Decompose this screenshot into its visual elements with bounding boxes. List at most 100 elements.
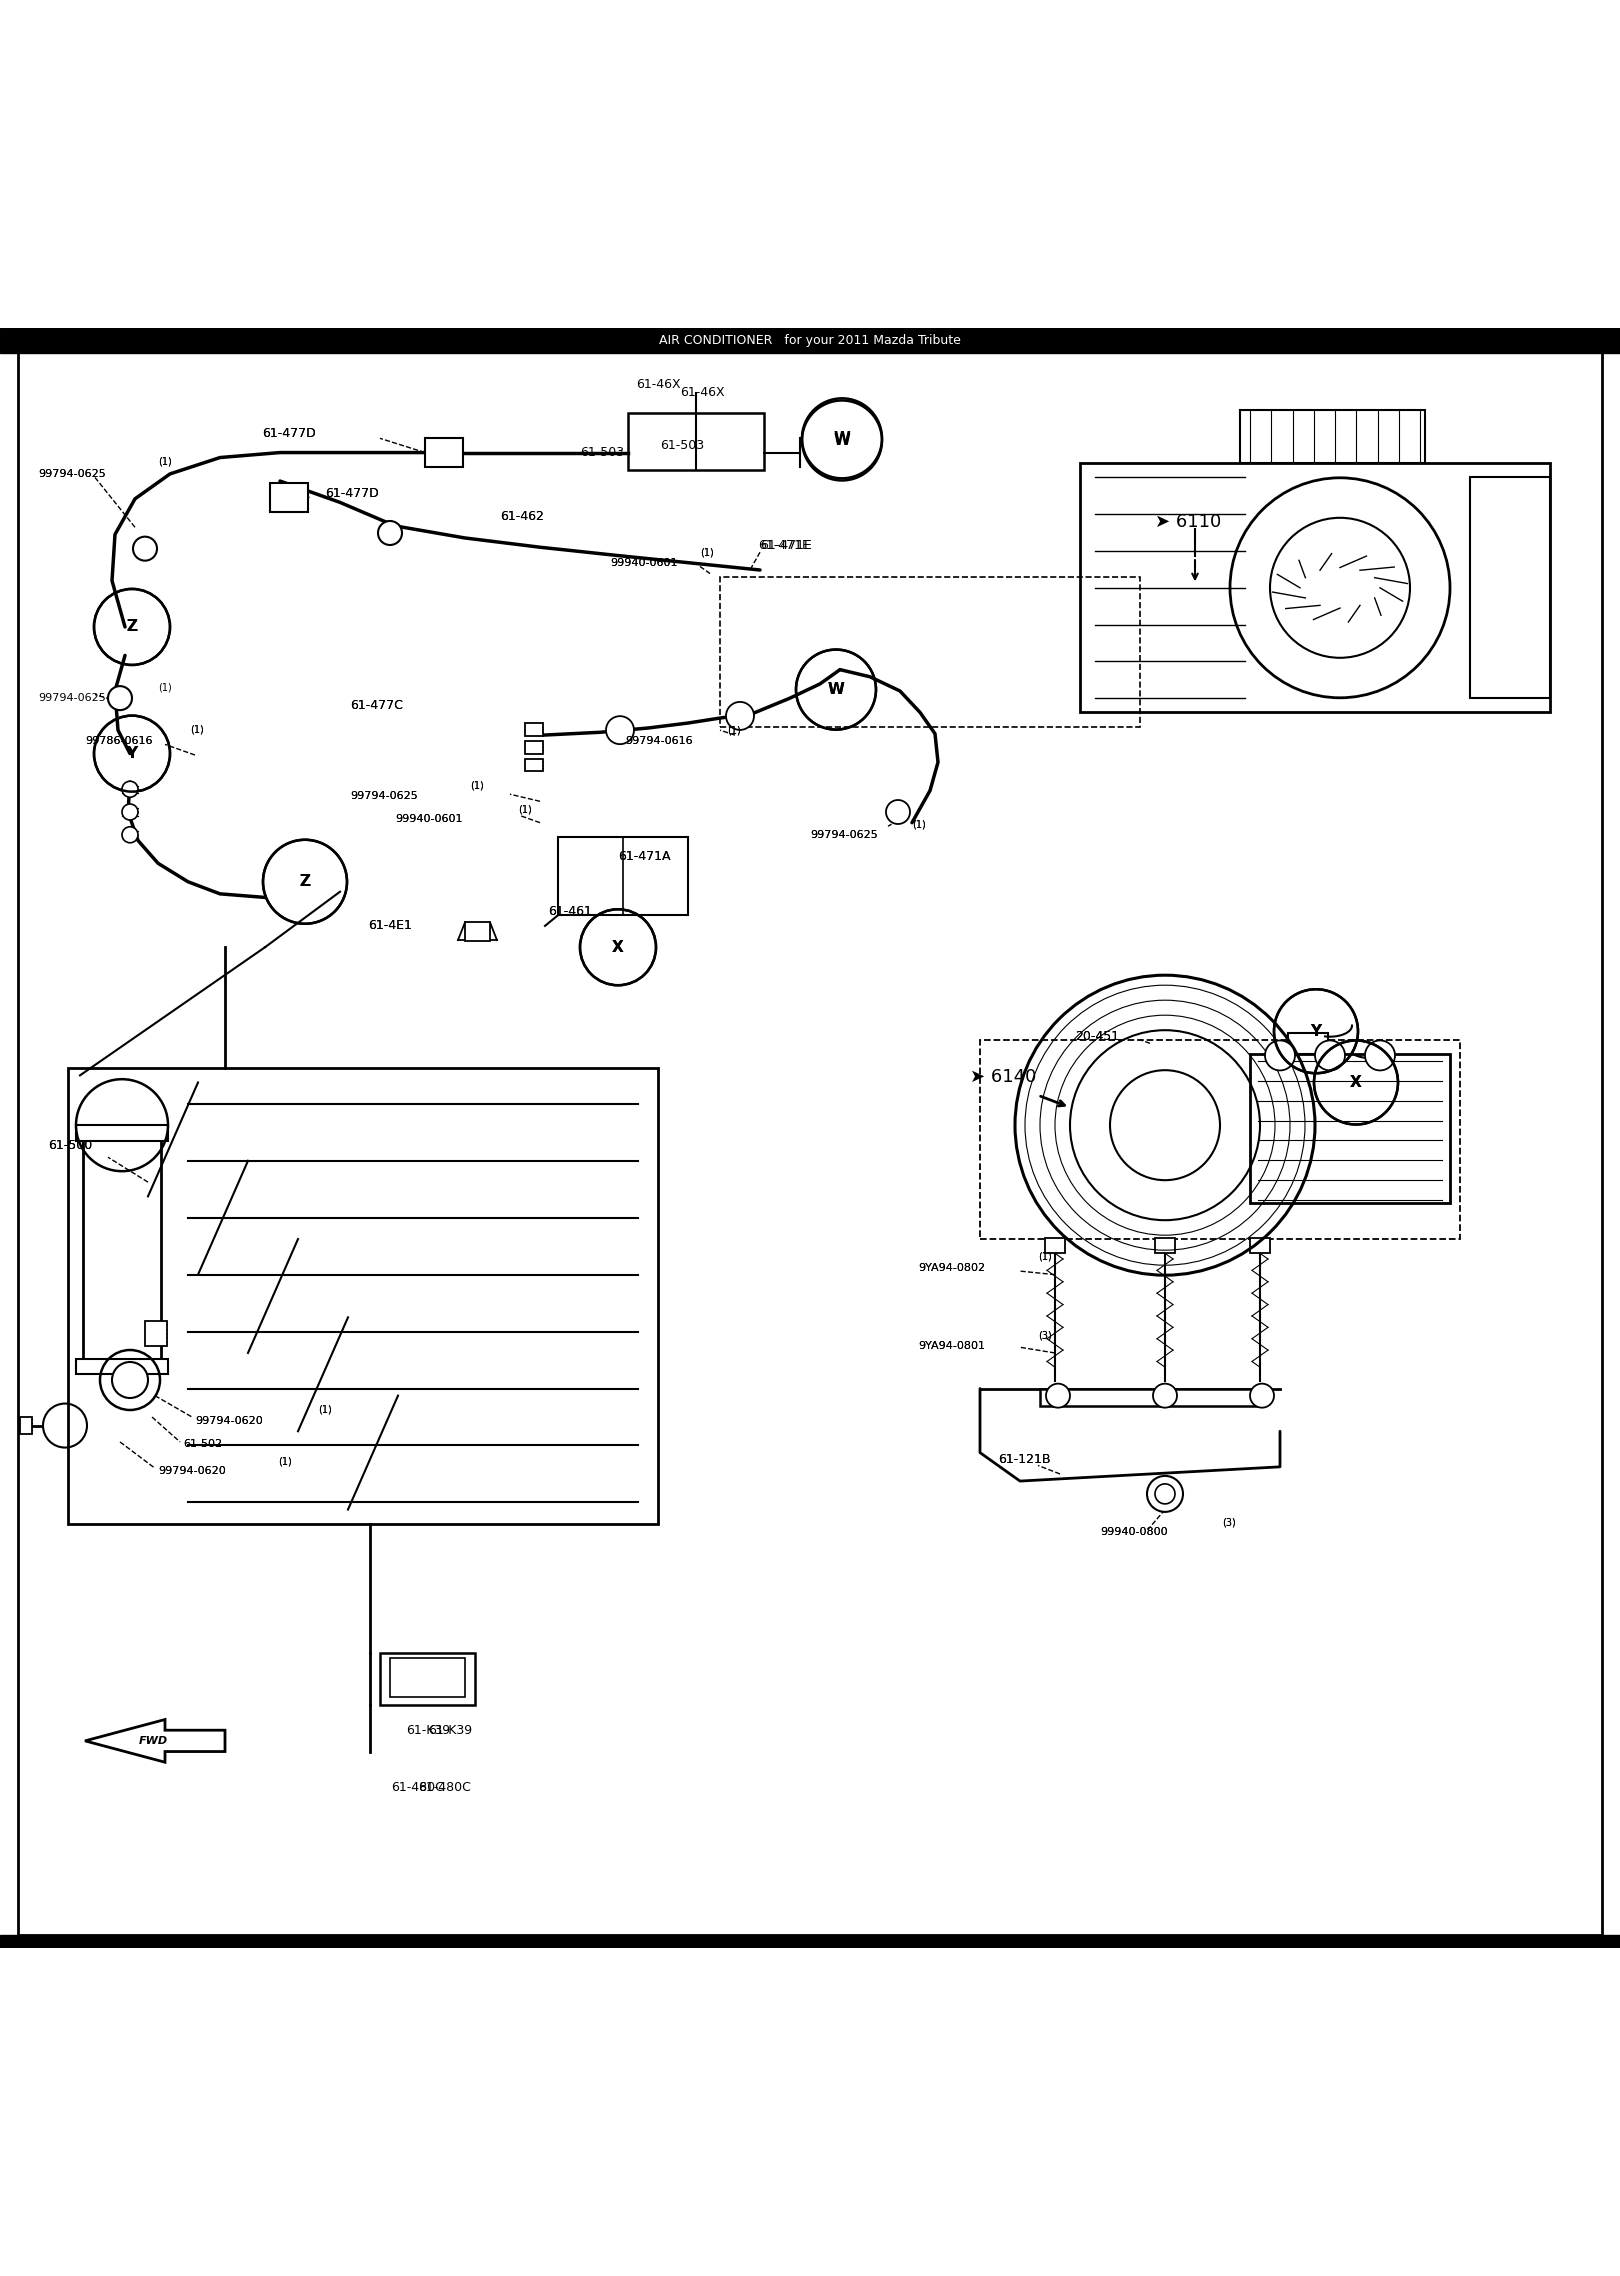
Text: (1): (1) [912,819,925,831]
Text: 99794-0620: 99794-0620 [159,1466,225,1477]
Circle shape [1147,1475,1183,1511]
Text: (1): (1) [159,683,172,692]
Text: 61-471E: 61-471E [758,539,810,551]
Circle shape [377,521,402,544]
Text: 61-500: 61-500 [49,1138,92,1152]
Text: (1): (1) [1038,1252,1051,1261]
Text: 99794-0625: 99794-0625 [37,694,105,703]
Text: (1): (1) [1038,1252,1051,1261]
Circle shape [1265,1040,1294,1070]
Circle shape [1110,1070,1220,1181]
Text: (1): (1) [318,1404,332,1416]
Text: 99794-0620: 99794-0620 [159,1466,225,1477]
Text: 99794-0625: 99794-0625 [810,831,878,840]
Text: 9YA94-0801: 9YA94-0801 [919,1341,985,1352]
Circle shape [122,803,138,819]
Bar [465,922,489,940]
Bar [19,1418,32,1434]
Text: (1): (1) [279,1457,292,1466]
Text: 61-480C: 61-480C [418,1780,471,1793]
Circle shape [112,1361,147,1397]
Text: 61-4E1: 61-4E1 [368,920,411,933]
Text: X: X [1349,1074,1362,1090]
Text: 99794-0620: 99794-0620 [194,1416,262,1425]
Circle shape [1153,1384,1178,1407]
Text: Z: Z [300,874,311,890]
Bar [424,439,463,467]
Circle shape [122,826,138,842]
Text: 99940-0800: 99940-0800 [1100,1527,1168,1536]
Text: 61-K39: 61-K39 [428,1723,471,1737]
Text: 61-477D: 61-477D [262,428,316,439]
Text: W: W [834,430,851,446]
Text: 61-502: 61-502 [183,1438,222,1450]
Text: 99794-0625: 99794-0625 [810,831,878,840]
Bar [1045,1238,1064,1254]
Bar [271,483,308,512]
Bar [1155,1238,1174,1254]
Text: 61-462: 61-462 [501,510,544,523]
Text: (1): (1) [518,803,531,815]
Text: (3): (3) [1221,1518,1236,1527]
Text: (1): (1) [318,1404,332,1416]
Text: 61-471A: 61-471A [617,849,671,863]
Text: 61-503: 61-503 [580,446,624,460]
Text: 61-477C: 61-477C [350,699,403,712]
Text: Z: Z [126,619,138,635]
Text: (1): (1) [190,724,204,735]
Text: (1): (1) [700,546,714,558]
Bar [719,578,1140,726]
Text: (3): (3) [1038,1329,1051,1341]
Bar [525,758,543,772]
Text: X: X [612,940,624,954]
Bar [980,1040,1460,1238]
Bar [381,1652,475,1705]
Text: (1): (1) [518,803,531,815]
Text: (1): (1) [727,726,740,735]
Bar [1469,478,1550,699]
Text: 61-4E1: 61-4E1 [368,920,411,933]
Text: 61-480C: 61-480C [392,1780,444,1793]
Text: AIR CONDITIONER   for your 2011 Mazda Tribute: AIR CONDITIONER for your 2011 Mazda Trib… [659,335,961,348]
Bar [629,414,765,471]
Polygon shape [84,1721,225,1762]
Text: (1): (1) [279,1457,292,1466]
Text: W: W [828,683,844,696]
Bar [1251,1054,1450,1204]
Bar [83,1124,160,1361]
Circle shape [1315,1040,1345,1070]
Text: 20-451: 20-451 [1076,1029,1119,1042]
Text: W: W [834,432,851,448]
Text: 61-K39: 61-K39 [407,1723,450,1737]
Text: 9YA94-0801: 9YA94-0801 [919,1341,985,1352]
Text: 61-471E: 61-471E [760,539,812,551]
Bar [1288,1033,1328,1054]
Bar [525,724,543,735]
Text: Y: Y [126,747,138,760]
Text: 61-477D: 61-477D [262,428,316,439]
Circle shape [726,701,753,731]
Text: 99940-0601: 99940-0601 [395,815,462,824]
Text: (1): (1) [190,724,204,735]
Bar [525,740,543,753]
Bar [1239,410,1426,464]
Text: 99794-0625: 99794-0625 [37,469,105,478]
Text: 99794-0625: 99794-0625 [37,469,105,478]
Text: (1): (1) [727,726,740,735]
Text: 99786-0616: 99786-0616 [84,735,152,747]
Text: 61-477D: 61-477D [326,487,379,501]
Circle shape [109,685,131,710]
Text: 9YA94-0802: 9YA94-0802 [919,1263,985,1272]
Text: 99786-0616: 99786-0616 [84,735,152,747]
Text: (3): (3) [1038,1329,1051,1341]
Text: ➤ 6140: ➤ 6140 [970,1067,1037,1086]
Text: X: X [612,940,624,954]
Text: Z: Z [126,619,138,635]
Text: (1): (1) [159,457,172,467]
Bar [146,1320,167,1345]
Text: Y: Y [1311,1024,1322,1038]
Bar [557,838,688,915]
Bar [390,1657,465,1696]
Text: 99794-0616: 99794-0616 [625,735,693,747]
Text: (1): (1) [159,457,172,467]
